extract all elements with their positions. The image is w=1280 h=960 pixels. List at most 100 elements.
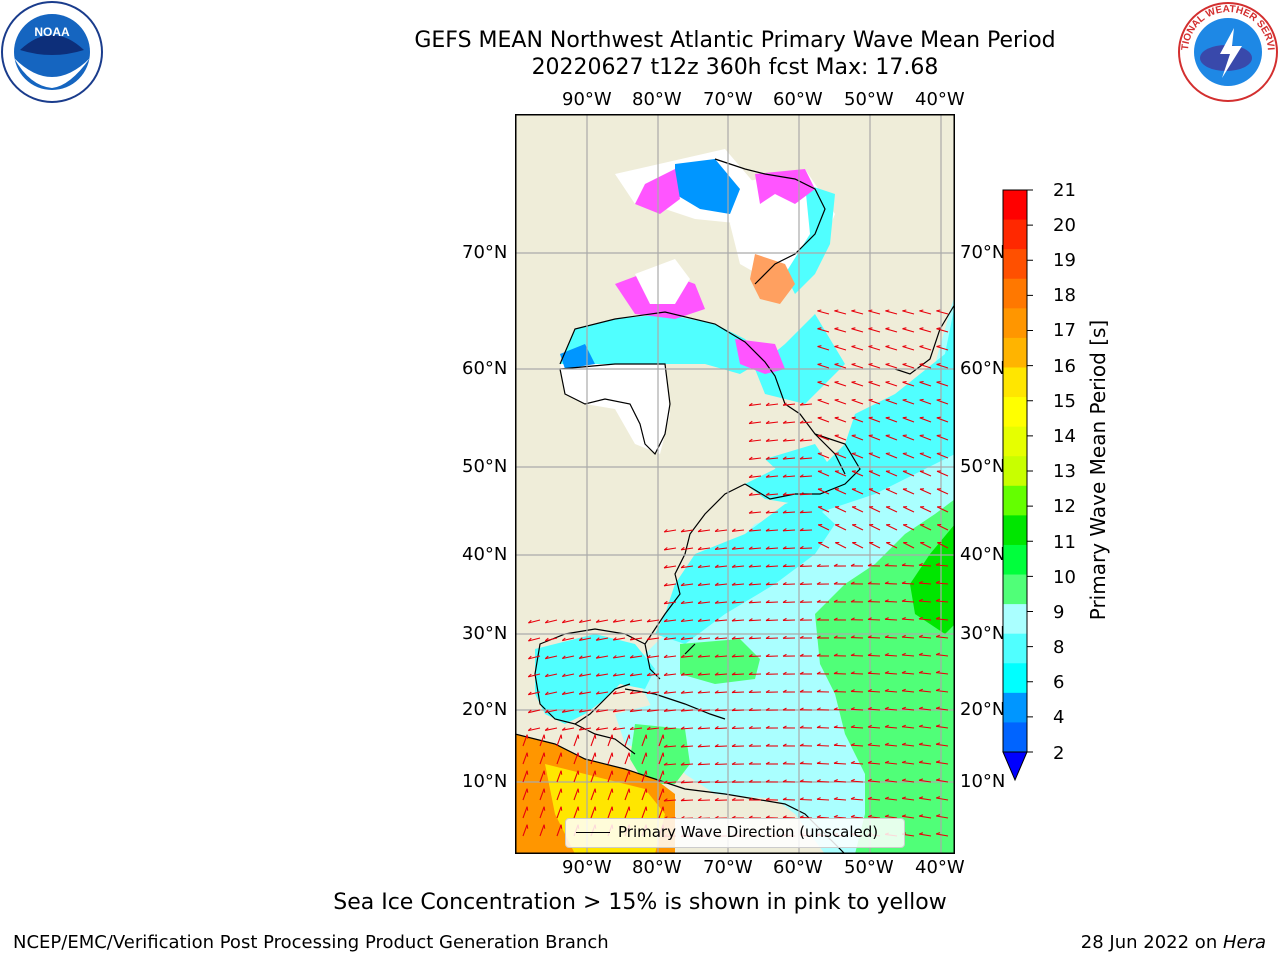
- wave-direction-arrowhead: [560, 788, 563, 793]
- wave-direction-arrowhead: [799, 474, 804, 478]
- wave-direction-arrow: [902, 779, 915, 783]
- wave-direction-arrow: [867, 654, 881, 657]
- wave-direction-arrow: [936, 654, 949, 657]
- wave-direction-arrowhead: [885, 398, 890, 401]
- wave-direction-arrow: [590, 806, 596, 819]
- wave-direction-arrowhead: [817, 309, 822, 312]
- wave-direction-arrow: [919, 797, 932, 801]
- wave-direction-arrow: [884, 618, 898, 621]
- colorbar-tick-4: 4: [1053, 707, 1065, 728]
- wave-direction-arrow: [817, 399, 830, 405]
- wave-direction-arrowhead: [851, 416, 856, 419]
- wave-direction-arrow: [919, 833, 932, 837]
- wave-direction-arrowhead: [663, 798, 668, 802]
- wave-direction-arrow: [799, 816, 813, 819]
- wave-direction-arrow: [539, 752, 545, 765]
- wave-direction-arrowhead: [748, 797, 753, 801]
- wave-direction-arrowhead: [697, 636, 702, 640]
- wave-direction-arrowhead: [834, 452, 839, 455]
- wave-direction-arrowhead: [646, 636, 651, 641]
- wave-direction-arrow: [885, 815, 898, 819]
- wave-direction-arrow: [782, 475, 796, 478]
- wave-direction-arrowhead: [782, 492, 787, 496]
- wave-direction-arrowhead: [543, 752, 546, 757]
- wave-direction-arrow: [884, 636, 898, 639]
- wave-direction-arrowhead: [901, 616, 906, 620]
- wave-direction-arrow: [766, 403, 779, 407]
- wave-direction-arrow: [918, 600, 932, 603]
- wave-direction-arrow: [545, 709, 558, 714]
- wave-direction-arrow: [607, 752, 613, 765]
- wave-direction-arrowhead: [799, 671, 804, 675]
- wave-direction-arrowhead: [646, 726, 651, 730]
- wave-direction-arrowhead: [816, 725, 821, 729]
- wave-direction-arrowhead: [782, 528, 787, 532]
- lon-label-bottom-70w: 70°W: [703, 857, 753, 878]
- wave-direction-arrow: [680, 727, 694, 730]
- wave-direction-arrowhead: [765, 671, 770, 675]
- wave-direction-arrow: [935, 564, 949, 567]
- wave-direction-arrowhead: [697, 762, 702, 766]
- wave-direction-arrowhead: [919, 327, 924, 330]
- wave-direction-arrowhead: [867, 706, 872, 710]
- wave-direction-arrow: [884, 708, 898, 711]
- wave-direction-arrow: [562, 655, 575, 660]
- wave-direction-arrowhead: [936, 434, 941, 437]
- wave-direction-arrowhead: [544, 691, 549, 696]
- wave-direction-arrowhead: [816, 815, 821, 818]
- wave-direction-arrowhead: [919, 416, 924, 419]
- wave-direction-arrowhead: [612, 655, 617, 659]
- wave-direction-arrowhead: [765, 779, 770, 783]
- wave-direction-arrow: [765, 637, 779, 640]
- wave-direction-arrow: [850, 672, 864, 675]
- wave-direction-arrowhead: [765, 689, 770, 693]
- wave-direction-arrowhead: [748, 546, 753, 550]
- wave-direction-arrow: [731, 727, 745, 730]
- wave-direction-arrowhead: [901, 670, 906, 674]
- wave-direction-arrowhead: [782, 474, 787, 478]
- wave-direction-arrowhead: [680, 528, 685, 533]
- wave-direction-arrow: [579, 619, 592, 624]
- wave-direction-arrow: [522, 752, 528, 765]
- wave-direction-arrowhead: [817, 452, 822, 455]
- wave-direction-arrowhead: [526, 734, 529, 739]
- wave-direction-arrowhead: [885, 380, 890, 383]
- wave-direction-arrowhead: [697, 618, 702, 622]
- wave-direction-arrow: [664, 601, 677, 605]
- wave-direction-arrowhead: [902, 309, 907, 312]
- wave-direction-arrow: [818, 542, 830, 549]
- wave-direction-arrow: [816, 798, 830, 801]
- wave-direction-arrowhead: [663, 654, 668, 658]
- wave-direction-arrow: [902, 417, 915, 423]
- wave-direction-arrow: [748, 601, 762, 604]
- wave-direction-arrowhead: [748, 564, 753, 568]
- wave-direction-arrow: [556, 734, 562, 747]
- wave-direction-arrowhead: [697, 654, 702, 658]
- wave-direction-arrowhead: [731, 618, 736, 622]
- wave-direction-arrowhead: [867, 760, 872, 764]
- wave-direction-arrowhead: [850, 707, 855, 710]
- wave-direction-arrow: [697, 727, 711, 730]
- lat-label-left-60n: 60°N: [462, 358, 508, 379]
- wave-direction-arrow: [630, 637, 643, 641]
- wave-direction-arrowhead: [748, 761, 753, 765]
- wave-direction-arrowhead: [645, 752, 648, 757]
- wave-direction-arrowhead: [714, 708, 719, 712]
- wave-direction-arrow: [714, 709, 728, 712]
- wave-direction-arrow: [918, 582, 932, 585]
- wave-direction-arrow: [851, 524, 864, 531]
- wave-direction-arrow: [817, 452, 830, 459]
- wave-direction-arrow: [868, 524, 881, 531]
- st-lawrence-cyan: [745, 459, 835, 504]
- wave-direction-arrow: [903, 542, 915, 549]
- wave-direction-arrowhead: [544, 673, 549, 678]
- wave-direction-arrow: [851, 488, 864, 495]
- wave-direction-arrow: [851, 399, 864, 405]
- wave-direction-arrowhead: [799, 420, 804, 424]
- wave-direction-arrow: [647, 691, 660, 695]
- wave-direction-arrow: [748, 619, 762, 622]
- wave-direction-arrow: [590, 734, 596, 747]
- wave-direction-arrowhead: [714, 744, 719, 748]
- wave-direction-arrow: [885, 488, 898, 495]
- wave-direction-arrow: [834, 381, 847, 387]
